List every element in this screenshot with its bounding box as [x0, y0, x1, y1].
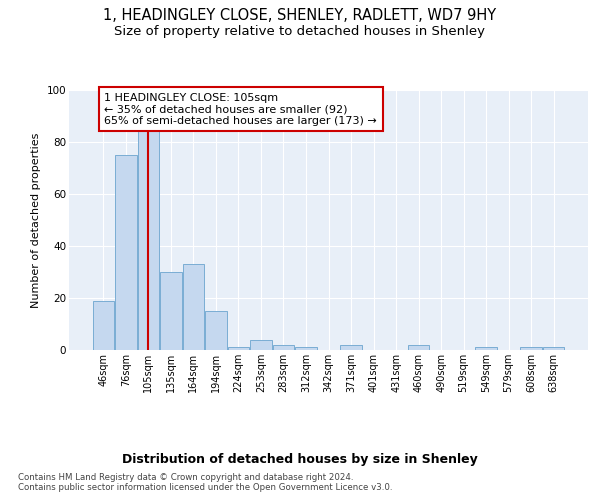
- Text: 1 HEADINGLEY CLOSE: 105sqm
← 35% of detached houses are smaller (92)
65% of semi: 1 HEADINGLEY CLOSE: 105sqm ← 35% of deta…: [104, 92, 377, 126]
- Bar: [340, 345, 362, 350]
- Bar: [408, 345, 429, 350]
- Bar: [137, 129, 159, 350]
- Bar: [295, 348, 317, 350]
- Bar: [182, 264, 204, 350]
- Bar: [475, 348, 497, 350]
- Bar: [205, 311, 227, 350]
- Y-axis label: Number of detached properties: Number of detached properties: [31, 132, 41, 308]
- Bar: [520, 348, 542, 350]
- Bar: [92, 300, 114, 350]
- Text: Size of property relative to detached houses in Shenley: Size of property relative to detached ho…: [115, 25, 485, 38]
- Text: Contains HM Land Registry data © Crown copyright and database right 2024.
Contai: Contains HM Land Registry data © Crown c…: [18, 472, 392, 492]
- Text: Distribution of detached houses by size in Shenley: Distribution of detached houses by size …: [122, 452, 478, 466]
- Bar: [250, 340, 272, 350]
- Bar: [228, 348, 249, 350]
- Bar: [273, 345, 294, 350]
- Text: 1, HEADINGLEY CLOSE, SHENLEY, RADLETT, WD7 9HY: 1, HEADINGLEY CLOSE, SHENLEY, RADLETT, W…: [103, 8, 497, 22]
- Bar: [115, 155, 137, 350]
- Bar: [543, 348, 565, 350]
- Bar: [160, 272, 182, 350]
